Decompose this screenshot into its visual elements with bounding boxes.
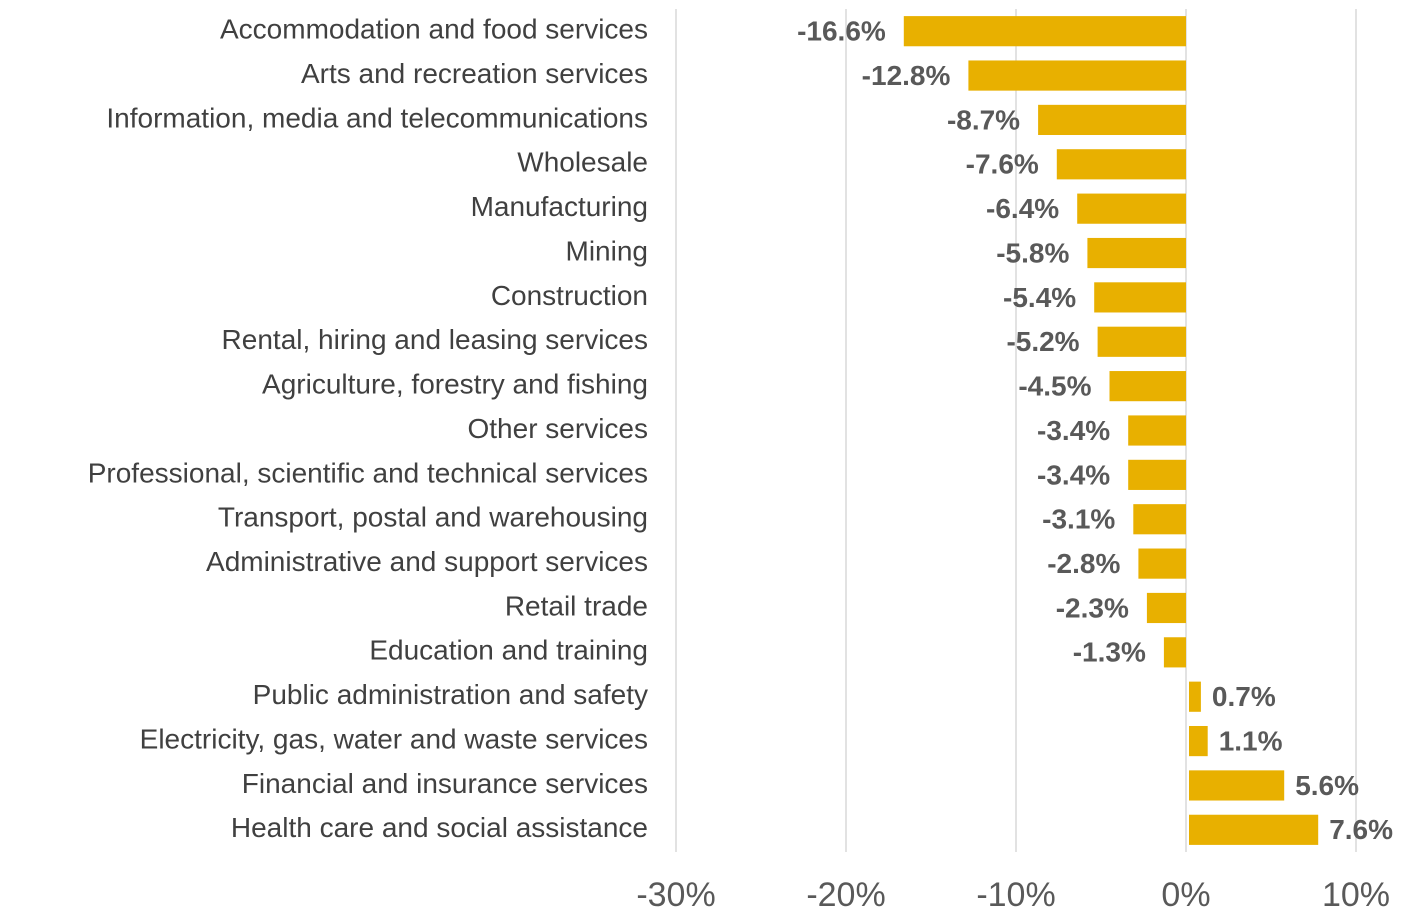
bar [1163, 637, 1186, 668]
data-label: 0.7% [1212, 681, 1276, 712]
bar [1097, 326, 1186, 357]
data-label: -1.3% [1073, 637, 1146, 668]
bar [1077, 193, 1186, 224]
data-label: -2.3% [1056, 592, 1129, 623]
category-label: Education and training [369, 635, 648, 666]
data-label: 1.1% [1219, 725, 1283, 756]
category-label: Other services [468, 413, 649, 444]
bar [903, 16, 1186, 47]
category-label: Construction [491, 280, 648, 311]
category-label: Mining [566, 235, 648, 266]
x-tick-label: 0% [1161, 876, 1210, 911]
bar [1146, 592, 1186, 624]
category-label: Public administration and safety [253, 679, 648, 710]
data-label: -5.8% [996, 237, 1069, 268]
bar [1087, 237, 1186, 269]
x-tick-label: -10% [976, 876, 1055, 911]
data-label: 5.6% [1295, 770, 1359, 801]
category-label: Manufacturing [471, 191, 648, 222]
bar [1128, 459, 1186, 490]
data-label: -8.7% [947, 104, 1020, 135]
data-label: -7.6% [966, 149, 1039, 180]
bar [1133, 504, 1186, 535]
data-label: -3.4% [1037, 459, 1110, 490]
data-label: -6.4% [986, 193, 1059, 224]
data-label: -5.2% [1006, 326, 1079, 357]
x-tick-label: -30% [636, 876, 715, 911]
x-tick-label: -20% [806, 876, 885, 911]
category-label: Information, media and telecommunication… [106, 102, 648, 133]
data-label: -3.4% [1037, 415, 1110, 446]
data-label: 7.6% [1329, 814, 1393, 845]
bar [1128, 415, 1186, 446]
bar [1189, 814, 1319, 845]
category-label: Accommodation and food services [220, 14, 648, 45]
data-label: -5.4% [1003, 282, 1076, 313]
x-tick-label: 10% [1322, 876, 1390, 911]
category-label: Wholesale [517, 147, 648, 178]
category-label: Agriculture, forestry and fishing [262, 369, 648, 400]
data-label: -12.8% [862, 60, 951, 91]
bar [1094, 282, 1186, 313]
category-label: Health care and social assistance [231, 812, 648, 843]
bar [1189, 770, 1285, 801]
bar [968, 60, 1186, 91]
category-label: Administrative and support services [206, 546, 648, 577]
category-label: Financial and insurance services [242, 768, 648, 799]
bar [1109, 371, 1186, 402]
category-label: Electricity, gas, water and waste servic… [140, 723, 648, 754]
bar [1189, 725, 1208, 757]
bar [1056, 149, 1186, 180]
data-label: -4.5% [1018, 371, 1091, 402]
bar [1138, 548, 1186, 579]
category-label: Arts and recreation services [301, 58, 648, 89]
data-label: -2.8% [1047, 548, 1120, 579]
data-label: -3.1% [1042, 504, 1115, 535]
category-label: Retail trade [505, 590, 648, 621]
bar [1038, 104, 1186, 136]
bar [1189, 681, 1201, 712]
data-label: -16.6% [797, 16, 886, 47]
category-label: Rental, hiring and leasing services [222, 324, 648, 355]
category-label: Transport, postal and warehousing [218, 502, 648, 533]
category-label: Professional, scientific and technical s… [88, 457, 648, 488]
